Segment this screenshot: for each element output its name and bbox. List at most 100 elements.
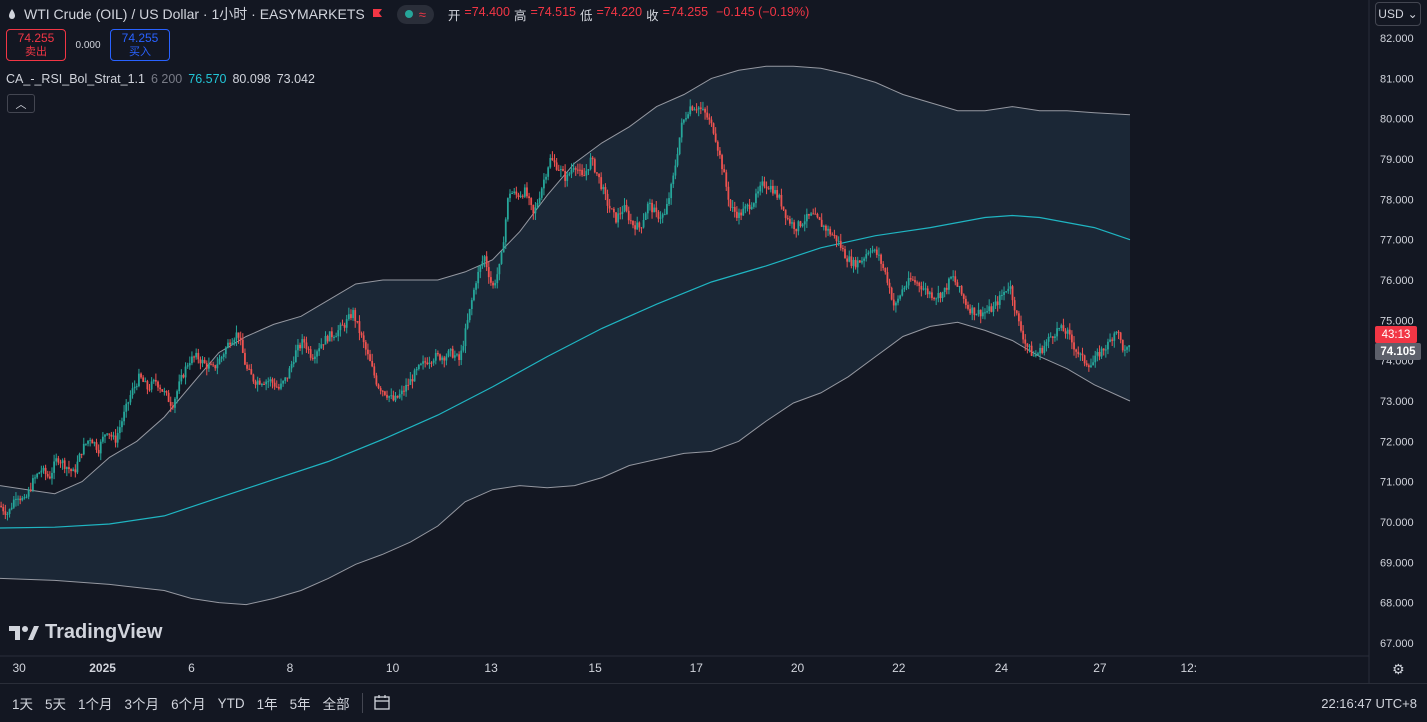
candle-body <box>85 443 87 445</box>
sell-button[interactable]: 74.255 卖出 <box>6 29 66 61</box>
candle-body <box>307 348 310 350</box>
candle-body <box>869 251 872 253</box>
candle-body <box>873 249 876 251</box>
bollinger-band-fill <box>0 66 1130 605</box>
candle-body <box>1064 331 1067 334</box>
candle-body <box>297 344 299 351</box>
candle-body <box>1047 336 1050 342</box>
candle-body <box>1109 339 1111 342</box>
candle-body <box>1045 341 1048 346</box>
range-1y-button[interactable]: 1年 <box>256 697 278 712</box>
candle-body <box>1049 336 1052 338</box>
indicator-legend[interactable]: CA_-_RSI_Bol_Strat_1.1 6 200 76.570 80.0… <box>6 72 315 86</box>
candle-body <box>163 391 166 393</box>
candle-body <box>1066 329 1069 334</box>
candle-body <box>1098 352 1101 357</box>
candle-body <box>188 363 191 366</box>
candle-body <box>335 336 338 338</box>
candle-body <box>449 348 452 351</box>
candle-body <box>354 310 357 322</box>
candle-body <box>591 157 594 160</box>
candle-body <box>470 300 473 310</box>
ohlc-close-label: 收 <box>646 8 659 23</box>
candle-body <box>341 324 344 326</box>
candle-body <box>678 137 681 155</box>
sell-label: 卖出 <box>25 46 47 58</box>
candle-body <box>579 169 581 171</box>
candle-body <box>663 214 666 216</box>
candle-body <box>612 208 615 213</box>
candle-body <box>1115 331 1118 334</box>
candle-body <box>1028 345 1031 347</box>
candle-body <box>916 282 919 284</box>
candle-body <box>193 356 195 358</box>
symbol-title[interactable]: WTI Crude (OIL) / US Dollar · 1小时 · EASY… <box>24 6 365 22</box>
y-tick-label: 72.000 <box>1380 436 1414 448</box>
candle-body <box>303 339 306 343</box>
candle-body <box>587 169 590 171</box>
range-1d-button[interactable]: 1天 <box>12 697 34 712</box>
upper-band-line <box>0 65 1131 495</box>
chart-settings-gear-icon[interactable]: ⚙ <box>1392 661 1405 677</box>
candle-body <box>235 332 238 340</box>
candle-body <box>89 439 92 441</box>
candle-body <box>1113 333 1116 341</box>
candle-body <box>500 252 503 264</box>
candle-body <box>1081 353 1084 356</box>
range-all-button[interactable]: 全部 <box>322 697 350 712</box>
go-to-date-calendar-icon[interactable] <box>373 694 393 712</box>
candle-body <box>233 339 236 343</box>
candle-body <box>263 383 265 385</box>
candle-body <box>572 168 575 170</box>
candle-body <box>523 187 526 197</box>
candle-body <box>252 374 255 382</box>
candle-body <box>40 470 43 473</box>
range-3m-button[interactable]: 3个月 <box>124 697 160 712</box>
chart-legend: WTI Crude (OIL) / US Dollar · 1小时 · EASY… <box>6 3 809 25</box>
x-tick-label: 13 <box>484 661 498 675</box>
trade-buttons: 74.255 卖出 0.000 74.255 买入 <box>6 29 170 61</box>
range-5y-button[interactable]: 5年 <box>289 697 311 712</box>
candle-body <box>960 286 963 295</box>
candle-body <box>914 280 916 283</box>
ohlc-low-label: 低 <box>580 8 593 23</box>
candle-body <box>1005 291 1008 293</box>
candle-body <box>924 288 927 290</box>
y-tick-label: 73.000 <box>1380 396 1414 408</box>
candle-body <box>292 362 295 365</box>
candle-body <box>436 353 439 355</box>
candle-body <box>254 381 257 385</box>
oil-drop-icon <box>9 9 15 19</box>
candle-body <box>165 391 168 393</box>
x-tick-label: 15 <box>588 661 602 675</box>
candle-body <box>1094 355 1097 363</box>
candle-body <box>1126 347 1128 350</box>
buy-button[interactable]: 74.255 买入 <box>110 29 170 61</box>
candle-body <box>36 473 39 478</box>
candle-body <box>63 460 66 469</box>
candle-body <box>239 337 242 340</box>
currency-select[interactable]: USD ⌄ <box>1375 2 1421 26</box>
clock-timezone[interactable]: 22:16:47 UTC+8 <box>1321 695 1417 711</box>
candle-body <box>222 354 225 357</box>
range-1m-button[interactable]: 1个月 <box>78 697 113 712</box>
candle-body <box>861 260 863 263</box>
candle-body <box>962 294 965 299</box>
last-price-badge <box>1375 343 1421 360</box>
tradingview-logo[interactable]: TradingView <box>9 621 162 644</box>
candle-body <box>343 325 346 328</box>
market-status-pill[interactable]: ≈ <box>396 4 434 24</box>
range-6m-button[interactable]: 6个月 <box>171 697 206 712</box>
flag-icon[interactable] <box>371 8 383 20</box>
candle-body <box>373 366 376 376</box>
candle-body <box>451 348 454 358</box>
range-5d-button[interactable]: 5天 <box>45 697 67 712</box>
ohlc-open-label: 开 <box>447 8 461 23</box>
candle-body <box>426 362 429 365</box>
collapse-legend-button[interactable]: ︿ <box>7 94 35 113</box>
range-ytd-button[interactable]: YTD <box>217 695 245 711</box>
lower-band-line <box>0 321 1131 606</box>
candle-body <box>511 192 514 194</box>
candle-body <box>460 350 463 361</box>
